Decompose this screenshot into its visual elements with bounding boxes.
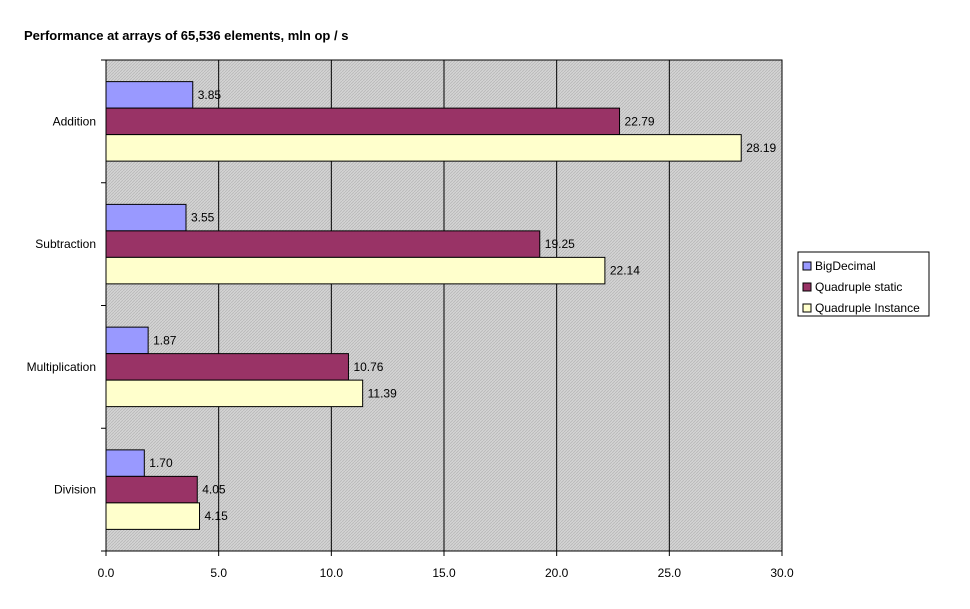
bar [105,449,145,477]
x-tick-label: 30.0 [770,566,794,580]
data-label: 4.15 [205,509,229,523]
bar [105,203,187,232]
data-label: 11.39 [368,386,397,400]
data-label: 1.70 [149,456,173,470]
bar [105,326,149,355]
legend-swatch [802,282,812,292]
bar [105,81,194,109]
data-label: 10.76 [353,360,383,374]
data-label: 22.79 [625,114,655,128]
data-label: 19.25 [545,237,575,251]
data-label: 3.55 [191,211,215,225]
x-tick-label: 15.0 [432,566,456,580]
category-label: Addition [53,114,96,128]
data-label: 1.87 [153,333,177,347]
legend-label: Quadruple static [815,280,902,294]
x-tick-label: 0.0 [98,566,115,580]
category-label: Division [54,483,96,497]
bar [105,256,606,285]
category-label: Subtraction [35,237,96,251]
data-label: 4.05 [202,483,226,497]
bar [105,134,742,162]
x-tick-label: 5.0 [210,566,227,580]
chart-title: Performance at arrays of 65,536 elements… [24,28,348,43]
bar [105,353,349,381]
data-label: 22.14 [610,264,640,278]
plot-area: 0.0 5.0 10.0 15.0 20.0 25.0 30.0 Addition 3.85 22… [27,59,794,580]
legend-swatch [802,303,812,313]
x-tick-label: 25.0 [658,566,682,580]
category-label: Multiplication [27,360,96,374]
data-label: 3.85 [198,88,222,102]
legend-label: Quadruple Instance [815,301,920,315]
bar [105,475,198,504]
bar [105,379,364,408]
legend-box [797,251,930,317]
x-tick-label: 20.0 [545,566,569,580]
bar [105,230,541,258]
legend-label: BigDecimal [815,259,876,273]
legend-swatch [802,261,812,271]
legend: BigDecimal Quadruple static Quadruple Inst… [797,251,930,317]
x-tick-label: 10.0 [320,566,344,580]
bar [105,107,621,136]
bar [105,502,201,530]
data-label: 28.19 [746,141,776,155]
